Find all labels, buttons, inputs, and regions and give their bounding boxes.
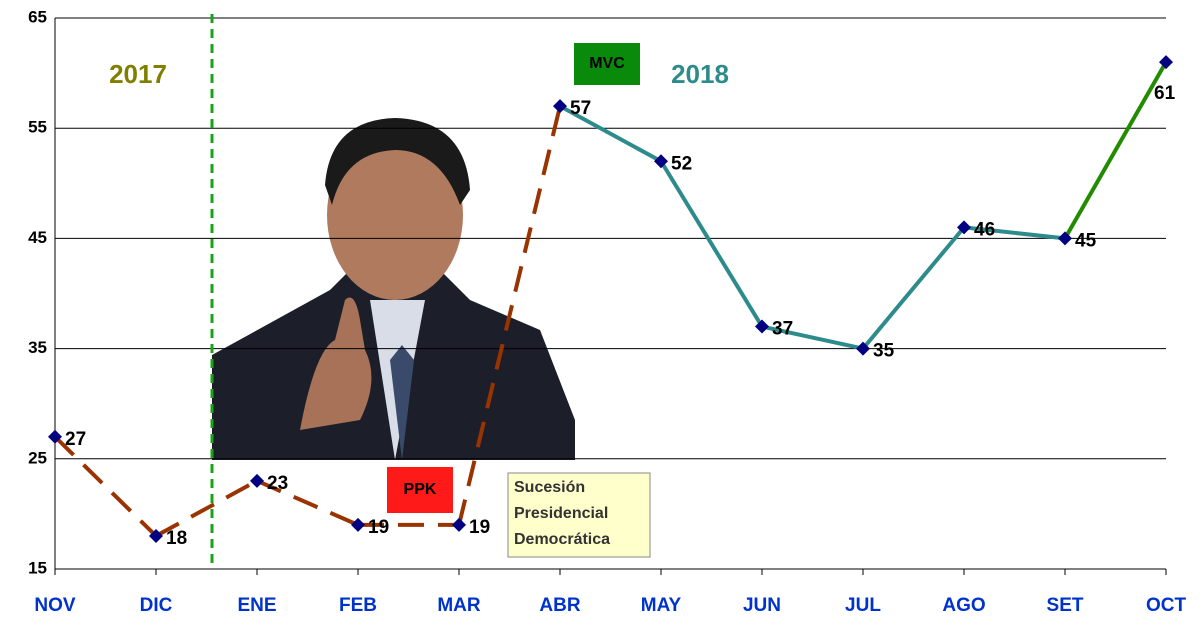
data-label: 27 (65, 429, 86, 450)
note-box (507, 472, 651, 558)
data-label: 19 (469, 517, 490, 538)
x-tick-label: SET (1047, 595, 1084, 616)
year-label: 2018 (671, 59, 729, 89)
data-label: 37 (772, 319, 793, 340)
marker (957, 220, 971, 235)
mvc-label: MVC (589, 55, 625, 72)
x-tick-label: MAR (437, 595, 481, 616)
marker (351, 517, 365, 532)
marker (1159, 55, 1173, 70)
y-tick-label: 25 (28, 448, 47, 467)
photo (212, 118, 575, 460)
x-tick-label: FEB (339, 595, 377, 616)
marker (856, 341, 870, 356)
x-tick-label: ENE (237, 595, 276, 616)
line-segment (659, 160, 764, 328)
x-tick-label: NOV (34, 595, 76, 616)
line-segment (761, 324, 864, 351)
line-segment (559, 104, 662, 164)
line-segment (457, 105, 562, 526)
y-tick-label: 65 (28, 7, 47, 26)
ppk-box (387, 467, 453, 513)
x-tick-label: JUN (743, 595, 781, 616)
mvc-box (574, 43, 640, 85)
marker (452, 517, 466, 532)
marker (755, 319, 769, 334)
data-label: 23 (267, 473, 288, 494)
line-segment (256, 479, 359, 527)
marker (654, 154, 668, 169)
data-label: 18 (166, 528, 187, 549)
data-label: 45 (1075, 230, 1097, 251)
marker (149, 528, 163, 543)
data-label: 57 (570, 98, 591, 119)
line-segment (53, 435, 158, 538)
line-segment (861, 226, 966, 350)
x-tick-label: MAY (641, 595, 682, 616)
line-segment (1063, 61, 1168, 240)
note-line: Sucesión (514, 479, 585, 496)
data-label: 61 (1154, 83, 1176, 104)
marker (1058, 231, 1072, 246)
data-label: 52 (671, 153, 692, 174)
x-tick-label: JUL (845, 595, 881, 616)
line-segment (963, 225, 1066, 241)
y-tick-label: 55 (28, 118, 47, 137)
y-tick-label: 45 (28, 228, 47, 247)
y-tick-label: 35 (28, 338, 47, 357)
marker (250, 473, 264, 488)
y-tick-label: 15 (28, 558, 47, 577)
ppk-label: PPK (404, 481, 437, 498)
x-tick-label: DIC (140, 595, 173, 616)
line-segment (155, 479, 258, 538)
marker (553, 99, 567, 114)
data-label: 19 (368, 517, 389, 538)
data-label: 35 (873, 341, 895, 362)
data-label: 46 (974, 219, 995, 240)
year-label: 2017 (109, 59, 167, 89)
x-tick-label: AGO (942, 595, 985, 616)
note-line: Democrática (514, 531, 610, 548)
marker (48, 429, 62, 444)
x-tick-label: OCT (1146, 595, 1187, 616)
x-tick-label: ABR (539, 595, 580, 616)
note-line: Presidencial (514, 505, 608, 522)
